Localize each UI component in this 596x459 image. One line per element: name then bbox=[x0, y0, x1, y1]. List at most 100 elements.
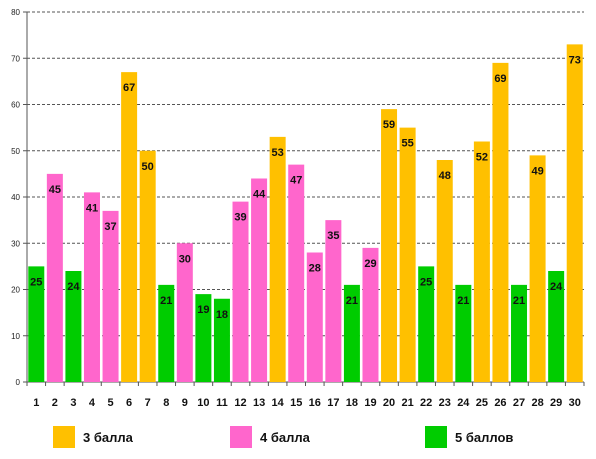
data-label: 47 bbox=[290, 175, 302, 187]
legend-label-3: 3 балла bbox=[83, 429, 133, 445]
data-label: 67 bbox=[123, 82, 135, 94]
bar bbox=[362, 247, 379, 382]
bar bbox=[492, 62, 509, 382]
data-label: 21 bbox=[346, 295, 358, 307]
data-label: 18 bbox=[216, 309, 228, 321]
bar bbox=[46, 173, 63, 382]
bar bbox=[511, 284, 528, 382]
x-tick-label: 21 bbox=[401, 397, 413, 409]
bar bbox=[325, 220, 342, 382]
x-tick-label: 11 bbox=[216, 397, 228, 409]
bar bbox=[176, 243, 193, 382]
x-tick-label: 30 bbox=[569, 397, 581, 409]
legend-item-4: 4 балла bbox=[230, 425, 310, 449]
bar bbox=[288, 164, 305, 382]
x-tick-label: 8 bbox=[163, 397, 169, 409]
x-tick-label: 18 bbox=[346, 397, 358, 409]
legend-label-4: 4 балла bbox=[260, 429, 310, 445]
data-label: 50 bbox=[142, 161, 154, 173]
bar bbox=[473, 141, 490, 382]
x-tick-label: 22 bbox=[420, 397, 432, 409]
x-tick-label: 24 bbox=[457, 397, 470, 409]
x-tick-label: 2 bbox=[52, 397, 58, 409]
bar bbox=[455, 284, 472, 382]
y-tick-label: 10 bbox=[11, 332, 20, 341]
data-labels: 25 45 24 41 37 67 50 21 30 19 18 39 44 53 47 28 35 21 29 59… bbox=[30, 54, 581, 320]
x-tick-label: 10 bbox=[197, 397, 209, 409]
x-tick-label: 13 bbox=[253, 397, 265, 409]
y-tick-label: 30 bbox=[11, 239, 20, 248]
legend-item-3: 3 балла bbox=[53, 425, 133, 449]
data-label: 21 bbox=[513, 295, 525, 307]
bar bbox=[436, 160, 453, 382]
y-tick-label: 50 bbox=[11, 147, 20, 156]
data-label: 59 bbox=[383, 119, 395, 131]
y-tick-label: 60 bbox=[11, 101, 20, 110]
bar bbox=[121, 72, 138, 382]
x-tick-label: 1 bbox=[33, 397, 39, 409]
bar bbox=[232, 201, 249, 382]
bar bbox=[195, 294, 212, 382]
legend-item-5: 5 баллов bbox=[425, 425, 513, 449]
x-tick-label: 4 bbox=[89, 397, 96, 409]
x-tick-label: 26 bbox=[494, 397, 506, 409]
data-label: 49 bbox=[531, 165, 543, 177]
x-tick-label: 3 bbox=[70, 397, 76, 409]
bars bbox=[28, 44, 583, 382]
data-label: 73 bbox=[569, 54, 581, 66]
x-tick-label: 12 bbox=[234, 397, 246, 409]
bar bbox=[102, 210, 119, 382]
data-label: 69 bbox=[494, 73, 506, 85]
bar bbox=[381, 109, 398, 382]
data-label: 29 bbox=[364, 258, 376, 270]
x-tick-label: 15 bbox=[290, 397, 302, 409]
gridlines bbox=[27, 11, 584, 337]
bar bbox=[548, 271, 565, 382]
bar bbox=[139, 150, 156, 382]
bar bbox=[529, 155, 546, 382]
y-tick-label: 80 bbox=[11, 8, 20, 17]
bar bbox=[418, 266, 435, 382]
data-label: 24 bbox=[67, 281, 80, 293]
y-tick-label: 70 bbox=[11, 54, 20, 63]
legend-swatch-5 bbox=[425, 426, 447, 448]
data-label: 55 bbox=[401, 138, 413, 150]
x-tick-label: 29 bbox=[550, 397, 562, 409]
data-label: 25 bbox=[30, 276, 42, 288]
x-tick-label: 16 bbox=[309, 397, 321, 409]
x-tick-label: 17 bbox=[327, 397, 339, 409]
data-label: 44 bbox=[253, 189, 266, 201]
data-label: 45 bbox=[49, 184, 61, 196]
x-tick-label: 9 bbox=[182, 397, 188, 409]
bar bbox=[343, 284, 360, 382]
bar bbox=[251, 178, 268, 382]
bar bbox=[65, 271, 82, 382]
data-label: 24 bbox=[550, 281, 563, 293]
bar bbox=[306, 252, 323, 382]
x-tick-label: 7 bbox=[145, 397, 151, 409]
data-label: 53 bbox=[272, 147, 284, 159]
data-label: 39 bbox=[234, 212, 246, 224]
bar bbox=[399, 127, 416, 382]
data-label: 35 bbox=[327, 230, 339, 242]
x-tick-label: 28 bbox=[531, 397, 543, 409]
x-tick-label: 6 bbox=[126, 397, 132, 409]
x-tick-label: 23 bbox=[439, 397, 451, 409]
legend-swatch-3 bbox=[53, 426, 75, 448]
legend-swatch-4 bbox=[230, 426, 252, 448]
data-label: 28 bbox=[309, 263, 321, 275]
data-label: 30 bbox=[179, 253, 191, 265]
x-tick-labels: 1 2 3 4 5 6 7 8 9 10 11 12 13 14 15 16 17 18 19 20 21 22 23 24 2… bbox=[33, 397, 581, 409]
axes bbox=[23, 11, 585, 386]
bar bbox=[158, 284, 175, 382]
bar bbox=[566, 44, 583, 382]
data-label: 19 bbox=[197, 304, 209, 316]
data-label: 21 bbox=[457, 295, 469, 307]
data-label: 37 bbox=[104, 221, 116, 233]
x-tick-label: 19 bbox=[364, 397, 376, 409]
y-tick-labels: 0 10 20 30 40 50 60 70 80 bbox=[11, 8, 20, 387]
x-tick-label: 5 bbox=[107, 397, 113, 409]
legend-label-5: 5 баллов bbox=[455, 429, 514, 445]
y-tick-label: 20 bbox=[11, 286, 20, 295]
